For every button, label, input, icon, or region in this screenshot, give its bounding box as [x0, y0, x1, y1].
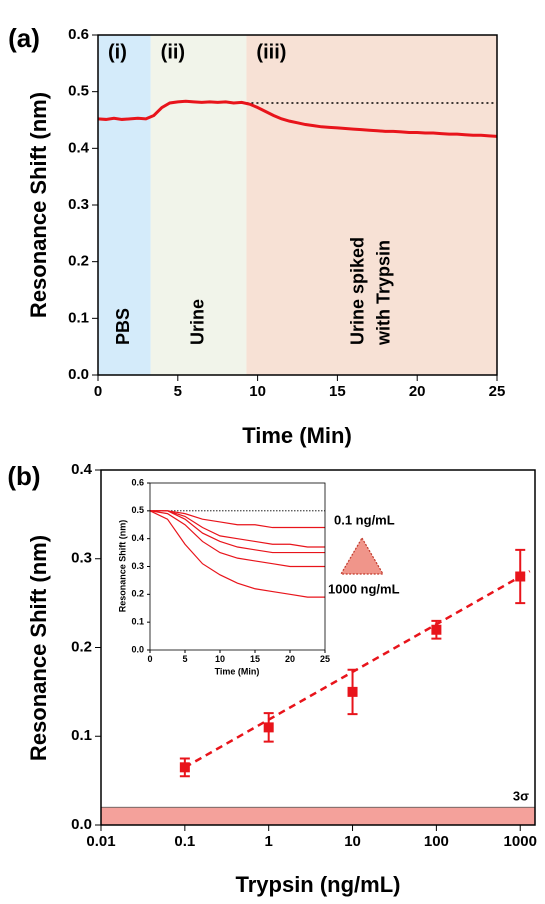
x-tick-label: 0.1: [174, 833, 195, 850]
data-line: [149, 510, 325, 568]
threshold-label: 3σ: [513, 789, 529, 804]
y-tick-label: 0.3: [71, 550, 92, 567]
region: [150, 35, 247, 375]
x-tick-label: 10: [344, 833, 361, 850]
x-tick-label: 25: [489, 383, 506, 400]
region-text: with Trypsin: [373, 240, 393, 346]
x-tick-label: 15: [250, 654, 260, 664]
x-tick-label: 0: [147, 654, 152, 664]
y-tick-label: 0.1: [68, 309, 89, 326]
x-tick-label: 0: [94, 383, 102, 400]
y-axis-title: Resonance Shift (nm): [26, 535, 51, 761]
y-tick-label: 0.4: [68, 139, 90, 156]
y-tick-label: 0.2: [131, 589, 144, 599]
y-tick-label: 0.4: [131, 533, 144, 543]
y-tick-label: 0.5: [131, 505, 144, 515]
region-text: Urine spiked: [347, 237, 367, 345]
y-axis-title: Resonance Shift (nm): [117, 520, 127, 613]
x-tick-label: 100: [424, 833, 449, 850]
data-point: [515, 571, 526, 582]
region-label: (iii): [256, 41, 286, 63]
data-line: [150, 510, 325, 548]
y-tick-label: 0.0: [71, 816, 92, 833]
data-line: [97, 99, 498, 138]
x-axis-title: Trypsin (ng/mL): [236, 872, 401, 897]
x-tick-label: 25: [320, 654, 330, 664]
region-label: (ii): [161, 41, 185, 63]
y-tick-label: 0.4: [71, 461, 93, 478]
y-tick-label: 0.0: [131, 644, 144, 654]
x-tick-label: 10: [249, 383, 266, 400]
x-tick-label: 0.01: [86, 833, 115, 850]
x-tick-label: 5: [174, 383, 182, 400]
x-tick-label: 15: [329, 383, 346, 400]
region: [246, 35, 497, 375]
region-text: PBS: [113, 308, 133, 345]
annotation: 0.1 ng/mL: [334, 512, 395, 527]
region: [98, 35, 151, 375]
x-tick-label: 1000: [504, 833, 537, 850]
data-line: [149, 510, 325, 598]
y-tick-label: 0.3: [68, 196, 89, 213]
data-point: [431, 624, 442, 635]
y-tick-label: 0.0: [68, 366, 89, 383]
annotation: 1000 ng/mL: [328, 581, 400, 596]
y-tick-label: 0.2: [68, 253, 89, 270]
y-tick-label: 0.1: [131, 617, 144, 627]
y-tick-label: 0.3: [131, 561, 144, 571]
y-tick-label: 0.5: [68, 83, 89, 100]
gradient-triangle: [339, 536, 385, 575]
region-label: (i): [108, 41, 127, 63]
y-axis-title: Resonance Shift (nm): [26, 92, 51, 318]
x-tick-label: 20: [285, 654, 295, 664]
x-tick-label: 20: [409, 383, 426, 400]
x-tick-label: 1: [265, 833, 273, 850]
threshold-band: [100, 806, 536, 826]
data-point: [347, 686, 358, 697]
y-tick-label: 0.6: [131, 477, 144, 487]
panel-label: (b): [7, 461, 40, 491]
region-text: Urine: [187, 299, 207, 345]
y-tick-label: 0.1: [71, 727, 92, 744]
x-axis-title: Time (Min): [215, 666, 260, 676]
y-tick-label: 0.2: [71, 638, 92, 655]
x-tick-label: 5: [182, 654, 187, 664]
x-axis-title: Time (Min): [242, 423, 352, 448]
y-tick-label: 0.6: [68, 26, 89, 43]
x-tick-label: 10: [215, 654, 225, 664]
data-point: [263, 722, 274, 733]
data-point: [179, 762, 190, 773]
data-line: [150, 510, 325, 554]
data-line: [150, 510, 325, 529]
panel-label: (a): [8, 23, 40, 53]
